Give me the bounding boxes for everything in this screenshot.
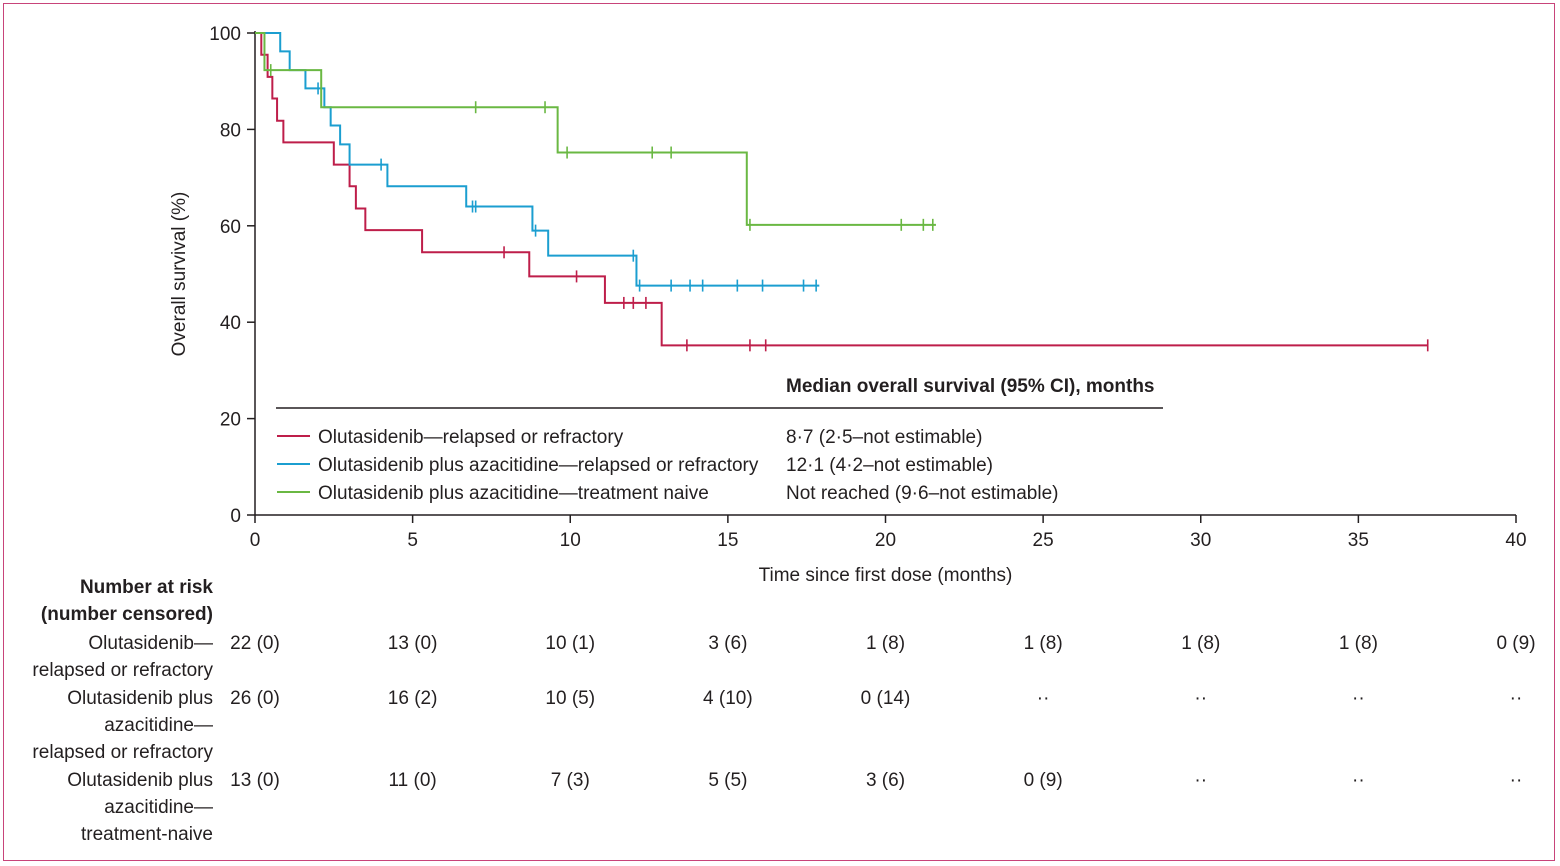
risk-cell-r3-c1: 13 (0) [230,770,280,791]
y-tick-label-0: 0 [230,506,241,527]
risk-cell-r2-c2: 16 (2) [387,688,438,709]
x-tick-label-40: 40 [1505,530,1526,551]
y-tick-label-80: 80 [220,120,241,141]
risk-cell-r3-c4: 5 (5) [708,770,748,791]
risk-cell-r3-c6: 0 (9) [1023,770,1063,791]
x-tick-label-5: 5 [407,530,418,551]
risk-cell-r1-c4: 3 (6) [708,633,748,654]
risk-row-label-3: Olutasidenib plus azacitidine— treatment… [10,767,213,848]
risk-title-line1: Number at risk [79,577,213,598]
risk-cell-r1-c5: 1 (8) [865,633,906,654]
legend-label-2: Olutasidenib plus azacitidine—relapsed o… [318,455,759,476]
risk-row-2-line3: relapsed or refractory [32,742,213,763]
y-tick-label-20: 20 [220,410,241,431]
x-tick-label-35: 35 [1348,530,1369,551]
risk-cell-r2-c7: ·· [1194,688,1208,709]
risk-cell-r2-c3: 10 (5) [545,688,596,709]
risk-row-3-line2: azacitidine— [104,797,213,818]
risk-cell-r3-c7: ·· [1194,770,1208,791]
risk-row-label-1: Olutasidenib— relapsed or refractory [10,630,213,684]
x-tick-label-25: 25 [1033,530,1054,551]
x-tick-label-15: 15 [717,530,738,551]
risk-cell-r2-c4: 4 (10) [703,688,753,709]
risk-table-title: Number at risk (number censored) [18,574,213,628]
risk-cell-r3-c8: ·· [1352,770,1365,791]
y-axis-label: Overall survival (%) [169,192,190,357]
risk-row-1-line1: Olutasidenib— [88,633,213,654]
x-axis-label: Time since first dose (months) [759,565,1013,586]
risk-cell-r1-c3: 10 (1) [545,633,596,654]
risk-cell-r2-c9: ·· [1509,688,1523,709]
risk-cell-r1-c6: 1 (8) [1023,633,1063,654]
legend-median-3: Not reached (9·6–not estimable) [786,483,1058,504]
legend-median-1: 8·7 (2·5–not estimable) [786,427,982,448]
x-tick-label-30: 30 [1190,530,1211,551]
risk-cell-r3-c9: ·· [1509,770,1523,791]
x-tick-label-0: 0 [250,530,261,551]
survival-curve-1 [255,32,1428,347]
legend-label-1: Olutasidenib—relapsed or refractory [318,427,624,448]
risk-row-1-line2: relapsed or refractory [32,660,213,681]
risk-row-3-line3: treatment-naive [80,824,213,845]
risk-cell-r2-c1: 26 (0) [230,688,280,709]
x-tick-label-20: 20 [875,530,896,551]
risk-cell-r2-c6: ·· [1036,688,1050,709]
y-tick-label-60: 60 [220,217,241,238]
risk-cell-r2-c5: 0 (14) [860,688,911,709]
figure-frame [3,3,1555,861]
risk-row-2-line2: azacitidine— [104,715,213,736]
risk-cell-r2-c8: ·· [1352,688,1365,709]
risk-cell-r3-c3: 7 (3) [550,770,590,791]
risk-cell-r1-c7: 1 (8) [1181,633,1221,654]
risk-cell-r1-c9: 0 (9) [1496,633,1536,654]
legend-median-2: 12·1 (4·2–not estimable) [786,455,993,476]
y-tick-label-40: 40 [220,313,241,334]
risk-row-label-2: Olutasidenib plus azacitidine— relapsed … [10,685,213,766]
risk-row-2-line1: Olutasidenib plus [67,688,213,709]
risk-cell-r1-c2: 13 (0) [387,633,438,654]
legend-header: Median overall survival (95% CI), months [786,376,1155,397]
risk-cell-r1-c1: 22 (0) [230,633,280,654]
y-tick-label-100: 100 [209,24,241,45]
risk-title-line2: (number censored) [40,604,213,625]
risk-cell-r3-c2: 11 (0) [388,770,437,791]
risk-row-3-line1: Olutasidenib plus [67,770,213,791]
risk-cell-r1-c8: 1 (8) [1338,633,1378,654]
survival-curve-3 [255,32,936,226]
risk-cell-r3-c5: 3 (6) [865,770,906,791]
legend-label-3: Olutasidenib plus azacitidine—treatment … [318,483,709,504]
x-tick-label-10: 10 [560,530,581,551]
